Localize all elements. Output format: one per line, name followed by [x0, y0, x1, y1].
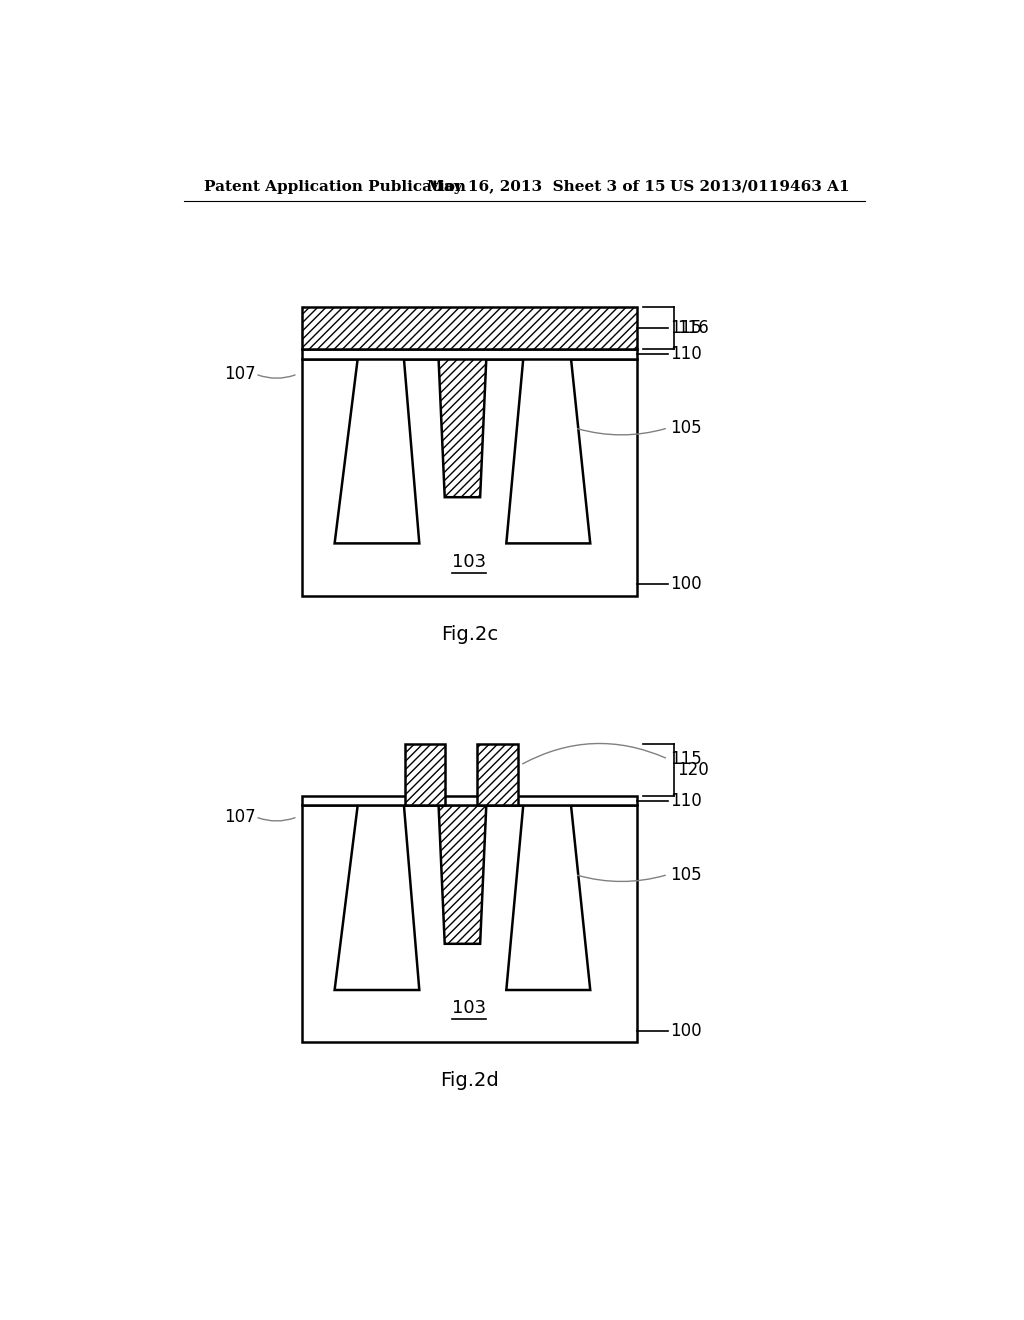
Text: 115: 115 [671, 319, 702, 337]
Text: 107: 107 [224, 808, 256, 826]
Text: 107: 107 [224, 366, 256, 383]
Text: 116: 116 [677, 319, 709, 337]
Text: Fig.2d: Fig.2d [440, 1072, 499, 1090]
Text: 110: 110 [671, 345, 702, 363]
Text: Fig.2c: Fig.2c [440, 624, 498, 644]
Bar [301, 796, 637, 805]
Bar [406, 743, 444, 805]
Text: May 16, 2013  Sheet 3 of 15: May 16, 2013 Sheet 3 of 15 [427, 180, 666, 194]
Text: 100: 100 [671, 576, 702, 593]
Bar [301, 308, 637, 350]
Text: 103: 103 [453, 999, 486, 1018]
Polygon shape [506, 359, 590, 544]
Polygon shape [335, 805, 419, 990]
Text: 105: 105 [671, 418, 702, 437]
Polygon shape [506, 805, 590, 990]
Bar [477, 743, 518, 805]
Text: Patent Application Publication: Patent Application Publication [204, 180, 466, 194]
Text: 105: 105 [671, 866, 702, 883]
Text: 103: 103 [453, 553, 486, 570]
Text: US 2013/0119463 A1: US 2013/0119463 A1 [670, 180, 849, 194]
Text: 110: 110 [671, 792, 702, 809]
Polygon shape [438, 359, 486, 498]
Polygon shape [335, 359, 419, 544]
Bar [301, 359, 637, 595]
Text: 115: 115 [671, 750, 702, 768]
Text: 100: 100 [671, 1022, 702, 1040]
Text: 120: 120 [677, 760, 709, 779]
Polygon shape [438, 805, 486, 944]
Bar [301, 350, 637, 359]
Bar [301, 805, 637, 1043]
